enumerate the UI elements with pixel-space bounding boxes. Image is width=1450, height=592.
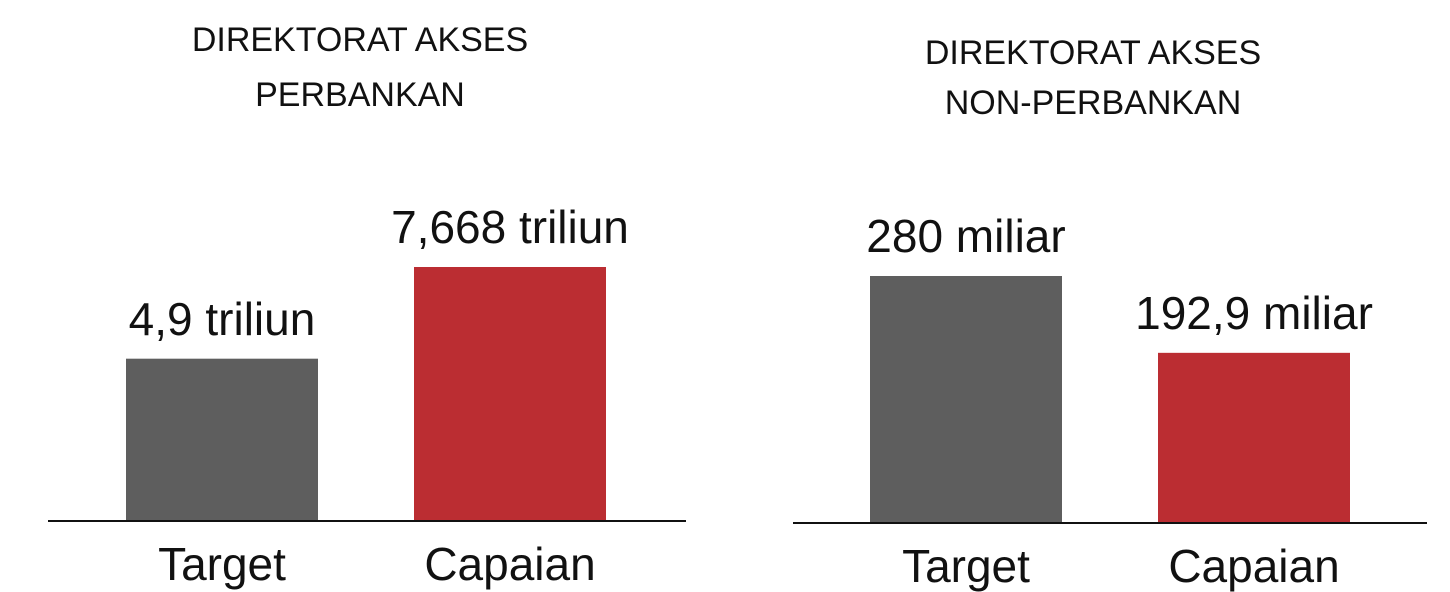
category-label: Capaian [424,538,595,590]
chart-title: DIREKTORAT AKSES [192,21,528,59]
bar [126,358,318,521]
value-label: 192,9 miliar [1135,287,1373,339]
category-label: Target [902,540,1030,592]
value-label: 4,9 triliun [129,293,316,345]
value-label: 280 miliar [866,210,1065,262]
value-label: 7,668 triliun [391,201,629,253]
chart-title: DIREKTORAT AKSES [925,34,1261,72]
bar [1158,352,1350,523]
bar [414,267,606,521]
bar [870,276,1062,523]
category-label: Target [158,538,286,590]
category-label: Capaian [1168,540,1339,592]
chart-title: PERBANKAN [255,76,465,114]
chart-title: NON-PERBANKAN [945,84,1242,122]
